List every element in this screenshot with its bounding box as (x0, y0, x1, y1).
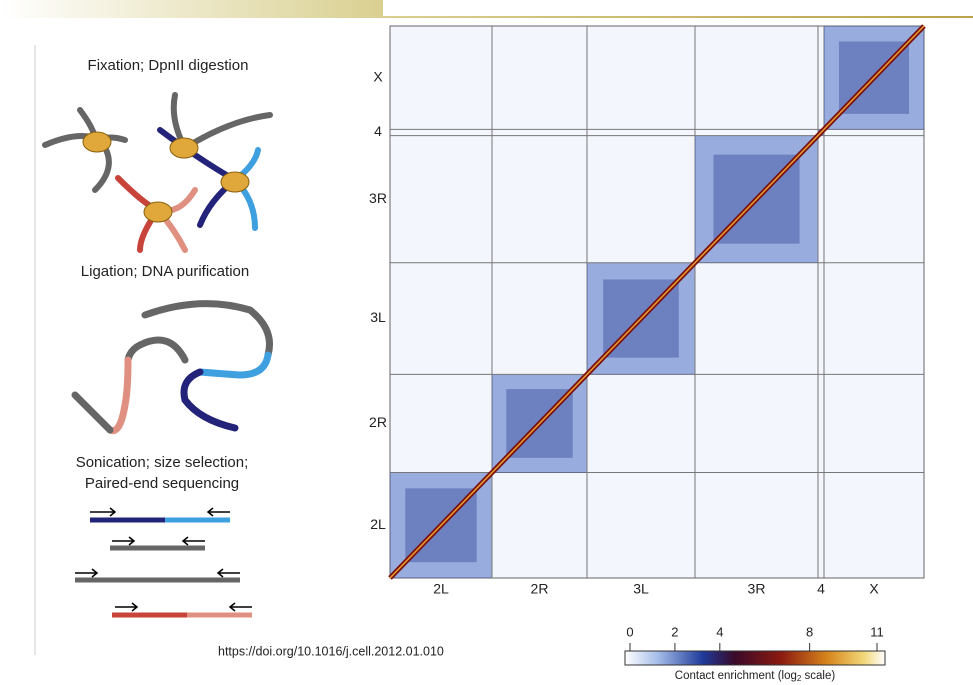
colorbar-gradient (624, 650, 886, 666)
reads-drawing (75, 507, 252, 618)
step-title: Sonication; size selection; (76, 454, 249, 471)
y-axis-label: 2L (370, 516, 386, 532)
y-axis-label: X (373, 68, 383, 84)
step-title: Fixation; DpnII digestion (88, 57, 249, 74)
header-box (383, 0, 973, 16)
step-title: Ligation; DNA purification (81, 263, 249, 280)
y-axis-label: 2R (369, 414, 387, 430)
y-axis-label: 3R (369, 190, 387, 206)
colorbar-tick-label: 4 (716, 624, 723, 639)
diagonal-core (389, 25, 925, 579)
label-part: Contact enrichment (log (675, 670, 797, 682)
x-axis-label: 3R (748, 581, 766, 597)
colorbar: Contact enrichment (log2 scale) 0 2 4 8 11 (624, 624, 886, 683)
y-axis-label: 4 (374, 123, 382, 139)
x-axis-label: 2R (531, 581, 549, 597)
label-part: 2 (797, 674, 802, 683)
step-title: Paired-end sequencing (85, 475, 239, 492)
label-part: scale) (801, 670, 835, 682)
y-axis-label: 3L (370, 309, 386, 325)
heatmap: 2L 2R 3L 3R 4 X X 4 3R 3L 2R 2L (369, 24, 926, 597)
x-axis-label: 4 (817, 581, 825, 597)
citation: https://doi.org/10.1016/j.cell.2012.01.0… (218, 644, 444, 658)
x-axis-label: X (869, 581, 879, 597)
colorbar-tick-label: 2 (671, 624, 678, 639)
colorbar-tick-label: 8 (806, 624, 813, 639)
colorbar-label: Contact enrichment (log2 scale) (675, 670, 836, 683)
ligation-drawing (71, 300, 273, 435)
colorbar-tick-label: 11 (870, 624, 884, 639)
x-axis-label: 2L (433, 581, 449, 597)
x-axis-label: 3L (633, 581, 649, 597)
fixation-drawing (42, 92, 273, 253)
colorbar-tick-label: 0 (626, 624, 633, 639)
